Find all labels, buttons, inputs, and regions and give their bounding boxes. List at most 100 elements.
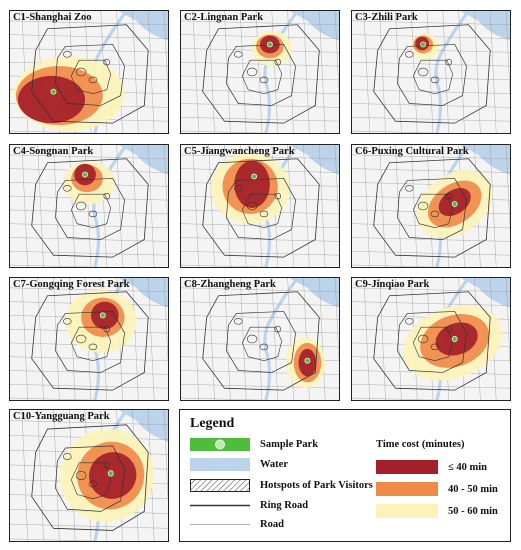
sample-park-marker bbox=[304, 357, 311, 364]
map-c6 bbox=[352, 145, 510, 267]
map-panel-c9: C9-Jinqiao Park bbox=[351, 277, 511, 401]
panel-title: C10-Yangguang Park bbox=[13, 411, 110, 422]
map-c1 bbox=[10, 11, 168, 133]
map-panel-c7: C7-Gongqing Forest Park bbox=[9, 277, 169, 401]
sea-water bbox=[118, 145, 168, 175]
map-c7 bbox=[10, 278, 168, 400]
legend-label: Water bbox=[260, 459, 288, 470]
map-c4 bbox=[10, 145, 168, 267]
sea-water bbox=[118, 11, 168, 41]
panel-title: C4-Songnan Park bbox=[13, 146, 94, 157]
ring-roads bbox=[202, 291, 320, 391]
panel-title: C5-Jiangwancheng Park bbox=[184, 146, 295, 157]
sea-water bbox=[289, 278, 339, 308]
visitor-hotspots bbox=[405, 185, 453, 218]
legend-label: Hotspots of Park Visitors bbox=[260, 480, 373, 491]
sample-park-symbol bbox=[190, 438, 250, 451]
map-c9 bbox=[352, 278, 510, 400]
ring-roads bbox=[31, 24, 149, 124]
time-cost-swatch-50 bbox=[376, 482, 438, 496]
map-panel-c1: C1-Shanghai Zoo bbox=[9, 10, 169, 134]
sea-water bbox=[118, 410, 168, 442]
huangpu-river bbox=[434, 11, 470, 133]
road-line bbox=[190, 524, 250, 525]
legend: Legend Sample Park Water Hotspots of Par… bbox=[179, 409, 511, 542]
visitor-hotspots bbox=[63, 51, 111, 84]
map-panel-c8: C8-Zhangheng Park bbox=[180, 277, 340, 401]
visitor-hotspots bbox=[234, 185, 282, 218]
sample-park-marker bbox=[451, 201, 458, 207]
time-cost-title: Time cost (minutes) bbox=[376, 439, 465, 450]
sample-park-marker bbox=[451, 336, 458, 342]
sample-park-marker bbox=[107, 470, 114, 477]
map-c10 bbox=[10, 410, 168, 541]
map-panel-c5: C5-Jiangwancheng Park bbox=[180, 144, 340, 268]
ring-road-line bbox=[190, 504, 250, 507]
panel-title: C1-Shanghai Zoo bbox=[13, 12, 92, 23]
panel-title: C9-Jinqiao Park bbox=[355, 279, 430, 290]
time-cost-class-1: ≤ 40 min bbox=[376, 460, 487, 474]
ring-roads bbox=[373, 24, 491, 124]
map-panel-c3: C3-Zhili Park bbox=[351, 10, 511, 134]
ring-roads bbox=[202, 158, 320, 258]
visitor-hotspots bbox=[234, 318, 282, 351]
isochrone-inner bbox=[234, 160, 270, 208]
ring-roads bbox=[31, 158, 149, 258]
map-c3 bbox=[352, 11, 510, 133]
legend-item-hotspots: Hotspots of Park Visitors bbox=[190, 479, 373, 492]
map-panel-c10: C10-Yangguang Park bbox=[9, 409, 169, 542]
time-cost-class-3: 50 - 60 min bbox=[376, 504, 498, 518]
map-c2 bbox=[181, 11, 339, 133]
visitor-hotspots bbox=[63, 318, 111, 351]
visitor-hotspots bbox=[405, 51, 453, 84]
sample-park-marker bbox=[266, 41, 273, 48]
visitor-hotspots bbox=[63, 185, 111, 218]
isochrone-inner bbox=[17, 75, 86, 124]
sample-park-marker bbox=[251, 173, 258, 180]
time-cost-class-2: 40 - 50 min bbox=[376, 482, 498, 496]
map-c5 bbox=[181, 145, 339, 267]
legend-title: Legend bbox=[190, 416, 235, 431]
legend-item-ring-road: Ring Road bbox=[190, 499, 308, 512]
panel-title: C6-Puxing Cultural Park bbox=[355, 146, 469, 157]
panel-title: C3-Zhili Park bbox=[355, 12, 418, 23]
ring-roads bbox=[202, 24, 320, 124]
time-cost-label: ≤ 40 min bbox=[448, 461, 488, 473]
map-panel-c4: C4-Songnan Park bbox=[9, 144, 169, 268]
sea-water bbox=[460, 145, 510, 175]
ring-roads bbox=[373, 158, 491, 258]
map-panel-c2: C2-Lingnan Park bbox=[180, 10, 340, 134]
legend-label: Sample Park bbox=[260, 439, 319, 450]
panel-title: C7-Gongqing Forest Park bbox=[13, 279, 130, 290]
legend-label: Road bbox=[260, 519, 284, 530]
ring-roads bbox=[31, 424, 149, 531]
legend-item-road: Road bbox=[190, 518, 284, 531]
panel-title: C8-Zhangheng Park bbox=[184, 279, 276, 290]
legend-item-water: Water bbox=[190, 458, 288, 471]
sample-park-marker bbox=[99, 312, 106, 319]
map-c8 bbox=[181, 278, 339, 400]
map-panel-c6: C6-Puxing Cultural Park bbox=[351, 144, 511, 268]
sea-water bbox=[118, 278, 168, 308]
ring-roads bbox=[31, 291, 149, 391]
sea-water bbox=[460, 11, 510, 41]
time-cost-label: 40 - 50 min bbox=[448, 483, 498, 495]
huangpu-river bbox=[263, 278, 299, 400]
sea-water bbox=[289, 145, 339, 175]
visitor-hotspots bbox=[405, 318, 453, 351]
panel-title: C2-Lingnan Park bbox=[184, 12, 264, 23]
sea-water bbox=[289, 11, 339, 41]
hatched-hotspot-symbol bbox=[190, 479, 250, 492]
time-cost-label: 50 - 60 min bbox=[448, 505, 498, 517]
legend-item-sample-park: Sample Park bbox=[190, 438, 318, 451]
visitor-hotspots bbox=[234, 51, 282, 84]
visitor-hotspots bbox=[63, 452, 111, 488]
water-symbol bbox=[190, 458, 250, 471]
sample-park-marker bbox=[50, 88, 57, 95]
sample-park-marker bbox=[82, 171, 89, 178]
sea-water bbox=[460, 278, 510, 308]
ring-roads bbox=[373, 291, 491, 391]
roads bbox=[181, 278, 339, 400]
time-cost-swatch-60 bbox=[376, 504, 438, 518]
sample-park-marker bbox=[420, 41, 427, 48]
